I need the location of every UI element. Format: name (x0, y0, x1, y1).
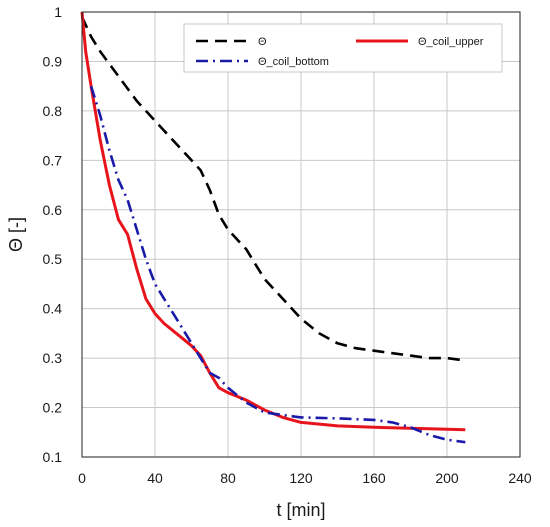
y-tick-label: 0.8 (43, 103, 63, 119)
grid-lines (81, 11, 521, 458)
y-tick-label: 0.6 (43, 202, 63, 218)
y-tick-label: 1 (54, 4, 62, 20)
y-tick-label: 0.2 (43, 400, 63, 416)
y-tick-label: 0.3 (43, 350, 63, 366)
x-tick-label: 40 (147, 470, 163, 486)
y-axis-label: Θ [-] (6, 217, 26, 252)
x-tick-labels: 0 40 80 120 160 200 240 (78, 470, 532, 486)
legend: Θ Θ_coil_upper Θ_coil_bottom (183, 23, 503, 73)
y-tick-label: 0.9 (43, 53, 63, 69)
y-tick-label: 0.5 (43, 251, 63, 267)
series-layer (80, 11, 466, 444)
legend-label-2: Θ_coil_bottom (258, 56, 329, 68)
series-line-1 (80, 11, 466, 432)
x-tick-label: 0 (78, 470, 86, 486)
x-tick-label: 80 (220, 470, 236, 486)
y-tick-labels: 0.1 0.2 0.3 0.4 0.5 0.6 0.7 0.8 0.9 1 (43, 4, 63, 465)
x-tick-label: 200 (435, 470, 459, 486)
x-axis-label: t [min] (276, 500, 325, 520)
x-tick-label: 240 (508, 470, 532, 486)
y-tick-label: 0.1 (43, 449, 63, 465)
series-line-0 (80, 16, 466, 362)
y-tick-label: 0.4 (43, 301, 63, 317)
legend-box (183, 23, 503, 73)
x-tick-label: 160 (362, 470, 386, 486)
plot-frame (81, 11, 521, 458)
x-tick-label: 120 (289, 470, 313, 486)
legend-label-0: Θ (258, 36, 267, 48)
series-line-2 (89, 85, 466, 444)
legend-label-1: Θ_coil_upper (418, 36, 484, 48)
y-tick-label: 0.7 (43, 152, 63, 168)
